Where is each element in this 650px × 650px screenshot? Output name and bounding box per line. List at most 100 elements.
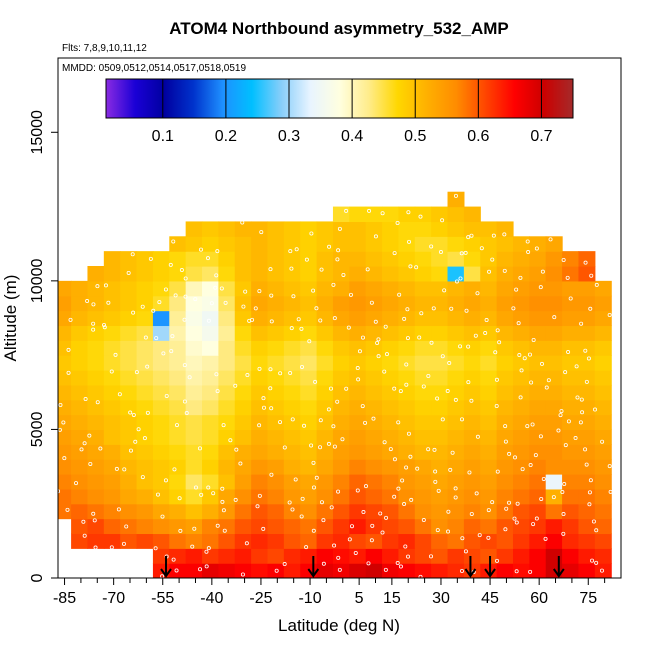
heatmap-cell <box>332 251 350 267</box>
heatmap-cell <box>512 563 530 578</box>
sample-marker <box>336 248 341 253</box>
sample-marker <box>182 317 187 322</box>
sample-marker <box>140 475 145 480</box>
heatmap-cell <box>480 355 498 371</box>
heatmap-cell <box>496 533 514 549</box>
heatmap-cell <box>496 221 514 237</box>
heatmap-cell <box>58 488 72 505</box>
heatmap-cell <box>365 444 383 460</box>
heatmap-cell <box>496 280 514 297</box>
heatmap-cell <box>58 310 72 327</box>
sample-marker <box>418 214 423 219</box>
sample-marker <box>121 541 126 546</box>
heatmap-cell <box>283 429 301 445</box>
sample-marker <box>589 273 594 278</box>
heatmap-cell <box>447 310 465 327</box>
heatmap-cell <box>234 251 252 267</box>
heatmap-cell <box>87 518 105 535</box>
sample-marker <box>257 366 262 371</box>
heatmap-cell <box>562 444 580 460</box>
heatmap-cell <box>512 474 530 490</box>
heatmap-cell <box>431 355 449 371</box>
sample-marker <box>155 492 160 497</box>
sample-marker <box>433 469 438 474</box>
colorbar-tick-label: 0.6 <box>467 128 489 145</box>
heatmap-cell <box>365 429 383 445</box>
sample-marker <box>268 386 273 391</box>
sample-marker <box>134 370 139 375</box>
heatmap-cell <box>398 236 416 252</box>
heatmap-cell <box>480 548 498 564</box>
heatmap-cell <box>316 399 334 416</box>
heatmap-cell <box>251 429 269 445</box>
sample-marker <box>204 564 209 569</box>
heatmap-cell <box>562 340 580 356</box>
heatmap-cell <box>463 340 481 356</box>
heatmap-cell <box>365 266 383 282</box>
heatmap-cell <box>545 384 563 401</box>
heatmap-cell <box>169 384 187 401</box>
heatmap-cell <box>529 251 547 267</box>
heatmap-cell <box>414 503 432 520</box>
heatmap-cell <box>251 563 269 578</box>
heatmap-cell <box>562 295 580 312</box>
heatmap-cell <box>169 310 187 327</box>
heatmap-cell <box>87 533 105 549</box>
sample-marker <box>460 536 465 541</box>
heatmap-cell <box>218 384 236 401</box>
heatmap-cell <box>332 488 350 505</box>
sample-marker <box>197 446 202 451</box>
heatmap-cell <box>169 399 187 416</box>
heatmap-cell <box>496 518 514 535</box>
sample-marker <box>327 244 332 249</box>
heatmap-cell <box>58 340 72 356</box>
heatmap-cell <box>202 444 219 460</box>
heatmap-cell <box>103 488 121 505</box>
sample-marker <box>198 567 203 572</box>
heatmap-cell <box>136 251 154 267</box>
heatmap-cell <box>234 370 252 386</box>
heatmap-cell <box>463 280 481 297</box>
sample-marker <box>514 287 519 292</box>
heatmap-cell <box>398 474 416 490</box>
heatmap-cell <box>218 444 236 460</box>
x-tick-label: 75 <box>579 590 597 607</box>
heatmap-cell <box>562 251 580 267</box>
heatmap-cell <box>349 251 367 267</box>
heatmap-cell <box>349 488 367 505</box>
sample-marker <box>528 463 533 468</box>
heatmap-cell <box>431 444 449 460</box>
heatmap-cell <box>463 310 481 327</box>
sample-marker <box>348 292 353 297</box>
heatmap-cell <box>71 414 89 431</box>
heatmap-cell <box>300 533 318 549</box>
heatmap-cell <box>529 414 547 431</box>
heatmap-cell <box>218 503 236 520</box>
heatmap-cell <box>578 518 596 535</box>
sample-marker <box>336 555 341 560</box>
sample-marker <box>417 335 422 340</box>
sample-marker <box>91 327 96 332</box>
heatmap-cell <box>267 414 285 431</box>
sample-marker <box>587 502 592 507</box>
heatmap-cell <box>267 236 285 252</box>
sample-marker <box>520 467 525 472</box>
heatmap-cell <box>349 355 367 371</box>
sample-marker <box>221 508 226 513</box>
sample-marker <box>384 352 389 357</box>
sample-marker <box>289 326 294 331</box>
heatmap-cell <box>447 206 465 223</box>
heatmap-cell <box>545 488 563 505</box>
sample-marker <box>398 389 403 394</box>
sample-marker <box>403 544 408 549</box>
sample-marker <box>392 494 397 499</box>
heatmap-cell <box>300 399 318 416</box>
heatmap-cell <box>169 340 187 356</box>
heatmap-cell <box>463 429 481 445</box>
heatmap-cell <box>202 548 219 564</box>
heatmap-cell <box>218 548 236 564</box>
heatmap-cell <box>529 429 547 445</box>
sample-marker <box>503 424 508 429</box>
heatmap-cell <box>103 355 121 371</box>
heatmap-cell <box>365 533 383 549</box>
